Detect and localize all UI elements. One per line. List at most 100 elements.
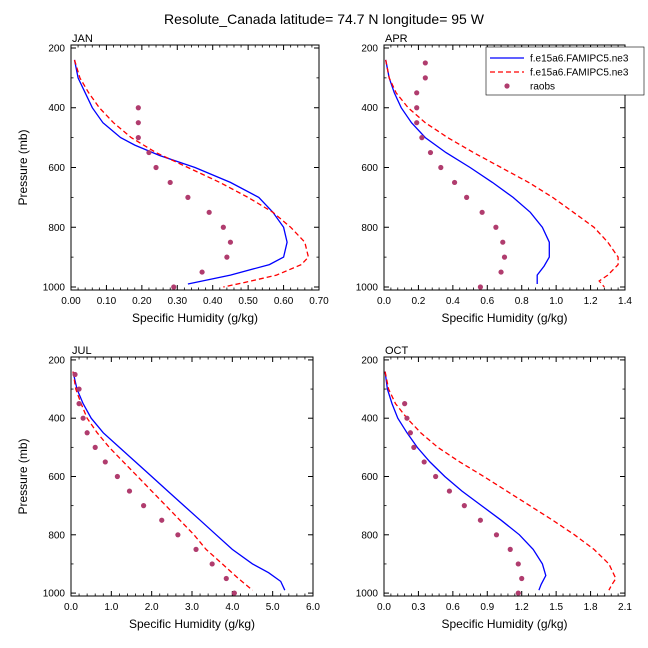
raobs-point — [209, 561, 215, 567]
raobs-point — [414, 105, 420, 111]
raobs-point — [141, 503, 147, 509]
raobs-point — [206, 209, 212, 215]
legend-label: f.e15a6.FAMIPC5.ne3 — [530, 54, 629, 65]
raobs-point — [479, 209, 485, 215]
series-line-solid — [73, 59, 288, 285]
series-raobs — [72, 371, 237, 596]
y-tick-label: 1000 — [356, 589, 379, 600]
x-tick-label: 0.6 — [446, 602, 460, 613]
raobs-point — [451, 179, 458, 186]
raobs-point — [76, 401, 82, 407]
raobs-point — [500, 239, 506, 245]
raobs-point — [446, 488, 453, 494]
y-axis-label: Pressure (mb) — [16, 438, 30, 514]
raobs-point — [402, 401, 408, 407]
panel-title: OCT — [385, 345, 409, 357]
raobs-point — [72, 371, 78, 378]
raobs-point — [175, 532, 181, 538]
raobs-point — [419, 135, 425, 141]
raobs-point — [507, 546, 513, 552]
series-line-dashed — [384, 371, 617, 591]
y-tick-label: 800 — [48, 530, 65, 541]
x-tick-label: 0.2 — [411, 296, 425, 307]
raobs-point — [102, 459, 108, 465]
series-line-dashed — [72, 371, 253, 591]
x-tick-label: 2.1 — [618, 602, 632, 613]
y-tick-label: 600 — [361, 472, 378, 483]
raobs-point — [231, 590, 237, 596]
raobs-point — [515, 590, 521, 596]
raobs-point — [493, 532, 500, 538]
raobs-point — [153, 164, 159, 171]
raobs-point — [422, 75, 428, 81]
y-tick-label: 1000 — [43, 589, 66, 600]
x-tick-label: 0.6 — [480, 296, 494, 307]
series-line-dashed — [73, 59, 310, 288]
raobs-point — [80, 415, 86, 421]
x-tick-label: 3.0 — [185, 602, 199, 613]
series-line-solid — [72, 371, 286, 591]
x-tick-label: 1.2 — [515, 602, 529, 613]
x-tick-label: 6.0 — [306, 602, 320, 613]
y-tick-label: 1000 — [43, 283, 66, 294]
raobs-point — [515, 561, 521, 567]
legend-label: f.e15a6.FAMIPC5.ne3 — [530, 68, 629, 79]
raobs-point — [223, 575, 229, 582]
legend: f.e15a6.FAMIPC5.ne3 f.e15a6.FAMIPC5.ne3 ra… — [485, 46, 645, 96]
x-tick-label: 1.0 — [549, 296, 563, 307]
raobs-point — [185, 194, 191, 200]
raobs-point — [461, 503, 467, 509]
series-line-dashed — [385, 59, 619, 288]
x-axis-label: Specific Humidity (g/kg) — [441, 311, 567, 325]
y-tick-label: 600 — [48, 472, 65, 483]
y-tick-label: 200 — [48, 43, 65, 54]
raobs-point — [135, 105, 141, 111]
raobs-point — [114, 473, 120, 480]
x-tick-label: 0.3 — [411, 602, 425, 613]
series-line-solid — [384, 371, 547, 591]
y-tick-label: 400 — [48, 103, 65, 114]
x-axis-label: Specific Humidity (g/kg) — [129, 617, 255, 631]
plot-frame — [383, 356, 626, 597]
y-tick-label: 400 — [48, 414, 65, 425]
panel-title: JAN — [72, 33, 93, 45]
raobs-point — [404, 415, 410, 421]
raobs-point — [427, 149, 434, 156]
legend-box — [485, 46, 645, 96]
x-tick-label: 0.9 — [480, 602, 494, 613]
x-axis-label: Specific Humidity (g/kg) — [441, 617, 567, 631]
raobs-point — [414, 90, 420, 96]
raobs-point — [126, 488, 133, 494]
y-tick-label: 200 — [361, 355, 378, 366]
x-tick-label: 1.4 — [618, 296, 632, 307]
raobs-point — [135, 135, 141, 141]
x-tick-label: 0.00 — [61, 296, 81, 307]
raobs-point — [171, 284, 177, 290]
x-tick-label: 0.40 — [203, 296, 223, 307]
x-tick-label: 0.4 — [446, 296, 460, 307]
y-tick-label: 800 — [48, 223, 65, 234]
x-tick-label: 0.20 — [132, 296, 152, 307]
x-tick-label: 0.30 — [168, 296, 188, 307]
x-tick-label: 1.8 — [584, 602, 598, 613]
legend-marker — [504, 83, 510, 89]
x-tick-label: 4.0 — [225, 602, 239, 613]
series-raobs — [402, 401, 525, 596]
raobs-point — [199, 269, 205, 275]
raobs-point — [464, 194, 470, 200]
raobs-point — [167, 179, 173, 186]
y-tick-label: 200 — [48, 355, 65, 366]
panel-jan: JAN 0.00 0.10 0.20 0.30 0.40 0.50 0.60 0.70 200 40… — [16, 33, 329, 325]
raobs-point — [422, 60, 428, 66]
raobs-point — [159, 517, 165, 523]
raobs-point — [433, 473, 439, 480]
x-tick-label: 0.10 — [97, 296, 117, 307]
series-raobs — [135, 105, 234, 290]
raobs-point — [411, 444, 417, 450]
x-tick-label: 1.2 — [584, 296, 598, 307]
raobs-point — [477, 517, 483, 523]
raobs-point — [92, 444, 98, 450]
y-tick-label: 800 — [361, 530, 378, 541]
raobs-point — [193, 546, 199, 552]
